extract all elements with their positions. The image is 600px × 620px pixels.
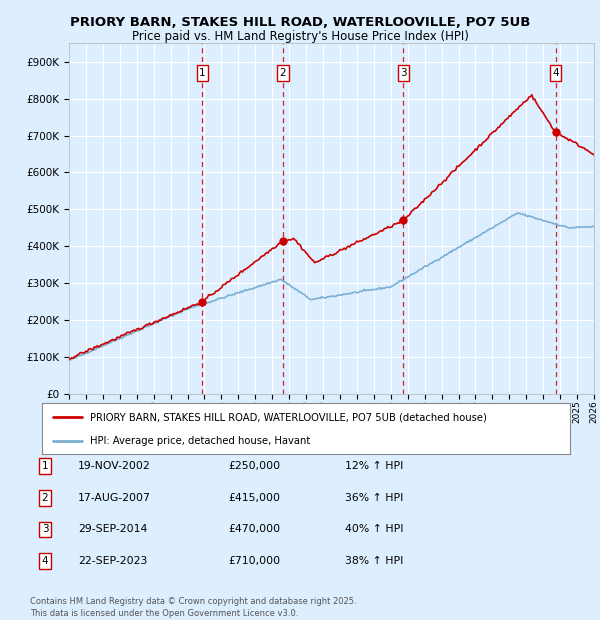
Text: Price paid vs. HM Land Registry's House Price Index (HPI): Price paid vs. HM Land Registry's House …: [131, 30, 469, 43]
Text: Contains HM Land Registry data © Crown copyright and database right 2025.
This d: Contains HM Land Registry data © Crown c…: [30, 597, 356, 618]
Text: 3: 3: [400, 68, 407, 78]
Text: HPI: Average price, detached house, Havant: HPI: Average price, detached house, Hava…: [89, 436, 310, 446]
Text: PRIORY BARN, STAKES HILL ROAD, WATERLOOVILLE, PO7 5UB (detached house): PRIORY BARN, STAKES HILL ROAD, WATERLOOV…: [89, 412, 487, 422]
Text: 1: 1: [41, 461, 49, 471]
Text: 17-AUG-2007: 17-AUG-2007: [78, 493, 151, 503]
Text: PRIORY BARN, STAKES HILL ROAD, WATERLOOVILLE, PO7 5UB: PRIORY BARN, STAKES HILL ROAD, WATERLOOV…: [70, 16, 530, 29]
Text: £470,000: £470,000: [228, 525, 280, 534]
Text: 12% ↑ HPI: 12% ↑ HPI: [345, 461, 403, 471]
Text: 2: 2: [280, 68, 286, 78]
Text: 4: 4: [41, 556, 49, 566]
Text: 38% ↑ HPI: 38% ↑ HPI: [345, 556, 403, 566]
Text: 29-SEP-2014: 29-SEP-2014: [78, 525, 148, 534]
Text: 19-NOV-2002: 19-NOV-2002: [78, 461, 151, 471]
Text: 2: 2: [41, 493, 49, 503]
Text: 22-SEP-2023: 22-SEP-2023: [78, 556, 148, 566]
Text: 40% ↑ HPI: 40% ↑ HPI: [345, 525, 404, 534]
Text: £415,000: £415,000: [228, 493, 280, 503]
Text: 3: 3: [41, 525, 49, 534]
Text: £250,000: £250,000: [228, 461, 280, 471]
Text: £710,000: £710,000: [228, 556, 280, 566]
Text: 4: 4: [552, 68, 559, 78]
Text: 1: 1: [199, 68, 206, 78]
Text: 36% ↑ HPI: 36% ↑ HPI: [345, 493, 403, 503]
